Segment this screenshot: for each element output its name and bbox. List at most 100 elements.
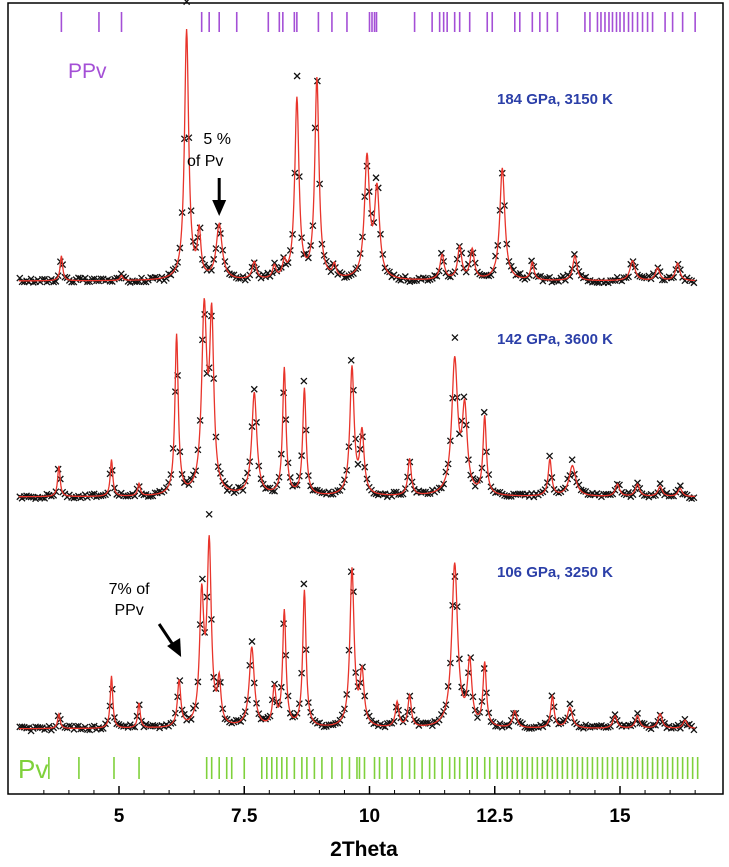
data-point xyxy=(444,272,452,280)
data-point xyxy=(487,271,495,279)
annotation-arrowhead xyxy=(212,200,227,216)
x-tick-label: 5 xyxy=(114,806,125,827)
data-point xyxy=(629,491,637,499)
annotation-text: PPv xyxy=(114,602,143,619)
data-point xyxy=(340,476,348,484)
data-point xyxy=(413,717,421,725)
data-point xyxy=(670,273,678,281)
fit-line xyxy=(18,28,696,282)
data-point xyxy=(372,174,380,182)
data-point xyxy=(239,273,247,280)
annotation-text: 5 % xyxy=(203,131,231,148)
data-point xyxy=(38,494,46,502)
data-point xyxy=(300,377,308,385)
annotations: 5 % of Pv 7% of PPv xyxy=(109,131,231,657)
data-point xyxy=(350,270,357,278)
data-point xyxy=(634,479,641,487)
data-point xyxy=(368,209,375,217)
phase-markers xyxy=(48,12,699,779)
data-point xyxy=(474,714,481,722)
data-point xyxy=(271,259,279,267)
phase-label-pv: Pv xyxy=(18,754,48,784)
data-point xyxy=(237,718,245,725)
data-point xyxy=(354,460,362,468)
data-point xyxy=(579,487,587,495)
data-point xyxy=(676,266,684,274)
data-point xyxy=(286,474,294,481)
data-point xyxy=(528,257,536,265)
data-point xyxy=(293,709,301,717)
data-point xyxy=(248,638,256,645)
data-point xyxy=(399,490,407,498)
annotation-text: of Pv xyxy=(187,153,223,170)
data-point xyxy=(300,580,308,588)
data-point xyxy=(198,575,206,583)
data-point xyxy=(437,484,445,492)
data-point xyxy=(205,510,213,518)
data-point xyxy=(607,722,614,730)
data-point xyxy=(656,480,664,488)
data-point xyxy=(676,482,684,490)
data-point xyxy=(347,356,355,364)
data-point xyxy=(631,263,639,271)
data-point xyxy=(616,481,623,489)
data-point xyxy=(437,249,445,257)
data-point xyxy=(676,724,684,732)
data-point xyxy=(546,452,554,460)
data-point xyxy=(162,275,170,282)
x-tick-label: 12.5 xyxy=(476,806,513,827)
data-point xyxy=(250,385,258,393)
data-point xyxy=(151,722,159,730)
x-tick-label: 7.5 xyxy=(231,806,258,827)
annotation-arrowhead xyxy=(167,638,182,657)
x-axis-title: 2Theta xyxy=(330,838,398,861)
data-point xyxy=(460,393,468,401)
data-point xyxy=(183,0,191,6)
data-point xyxy=(104,489,112,497)
data-point xyxy=(318,489,326,497)
data-point xyxy=(464,260,472,268)
data-point xyxy=(370,489,378,497)
data-point xyxy=(88,275,96,283)
data-point xyxy=(492,722,499,730)
series-label-142: 142 GPa, 3600 K xyxy=(497,331,613,348)
fit-line xyxy=(18,298,696,498)
phase-label-ppv: PPv xyxy=(68,60,107,83)
data-point xyxy=(451,573,459,580)
data-point xyxy=(83,278,91,286)
data-point xyxy=(158,273,166,281)
plot-frame xyxy=(7,2,724,795)
data-point xyxy=(291,481,299,489)
data-point xyxy=(131,492,139,500)
data-point xyxy=(568,456,576,464)
patterns xyxy=(16,0,698,735)
data-point xyxy=(451,334,459,342)
data-point xyxy=(106,277,114,285)
data-point xyxy=(293,72,301,80)
x-tick-label: 10 xyxy=(359,806,380,827)
data-point xyxy=(634,709,641,717)
data-point xyxy=(516,269,524,277)
series-label-106: 106 GPa, 3250 K xyxy=(497,564,613,581)
data-point xyxy=(207,266,215,274)
data-point xyxy=(654,489,662,497)
data-point xyxy=(386,268,393,276)
data-point xyxy=(570,250,578,258)
x-tick-label: 15 xyxy=(609,806,631,827)
data-point xyxy=(244,469,251,477)
series-label-184: 184 GPa, 3150 K xyxy=(497,91,613,108)
data-point xyxy=(77,725,85,733)
data-point xyxy=(505,722,513,730)
data-point xyxy=(363,162,371,170)
data-point xyxy=(611,711,619,719)
data-point xyxy=(492,252,499,260)
data-point xyxy=(216,469,224,477)
data-point xyxy=(232,487,240,495)
data-point xyxy=(36,724,44,731)
data-point xyxy=(327,490,335,498)
fit-line xyxy=(18,535,696,730)
data-point xyxy=(131,723,139,731)
data-point xyxy=(266,272,274,280)
data-point xyxy=(433,272,441,280)
x-axis: 5 7.5 10 12.5 15 xyxy=(43,786,696,827)
